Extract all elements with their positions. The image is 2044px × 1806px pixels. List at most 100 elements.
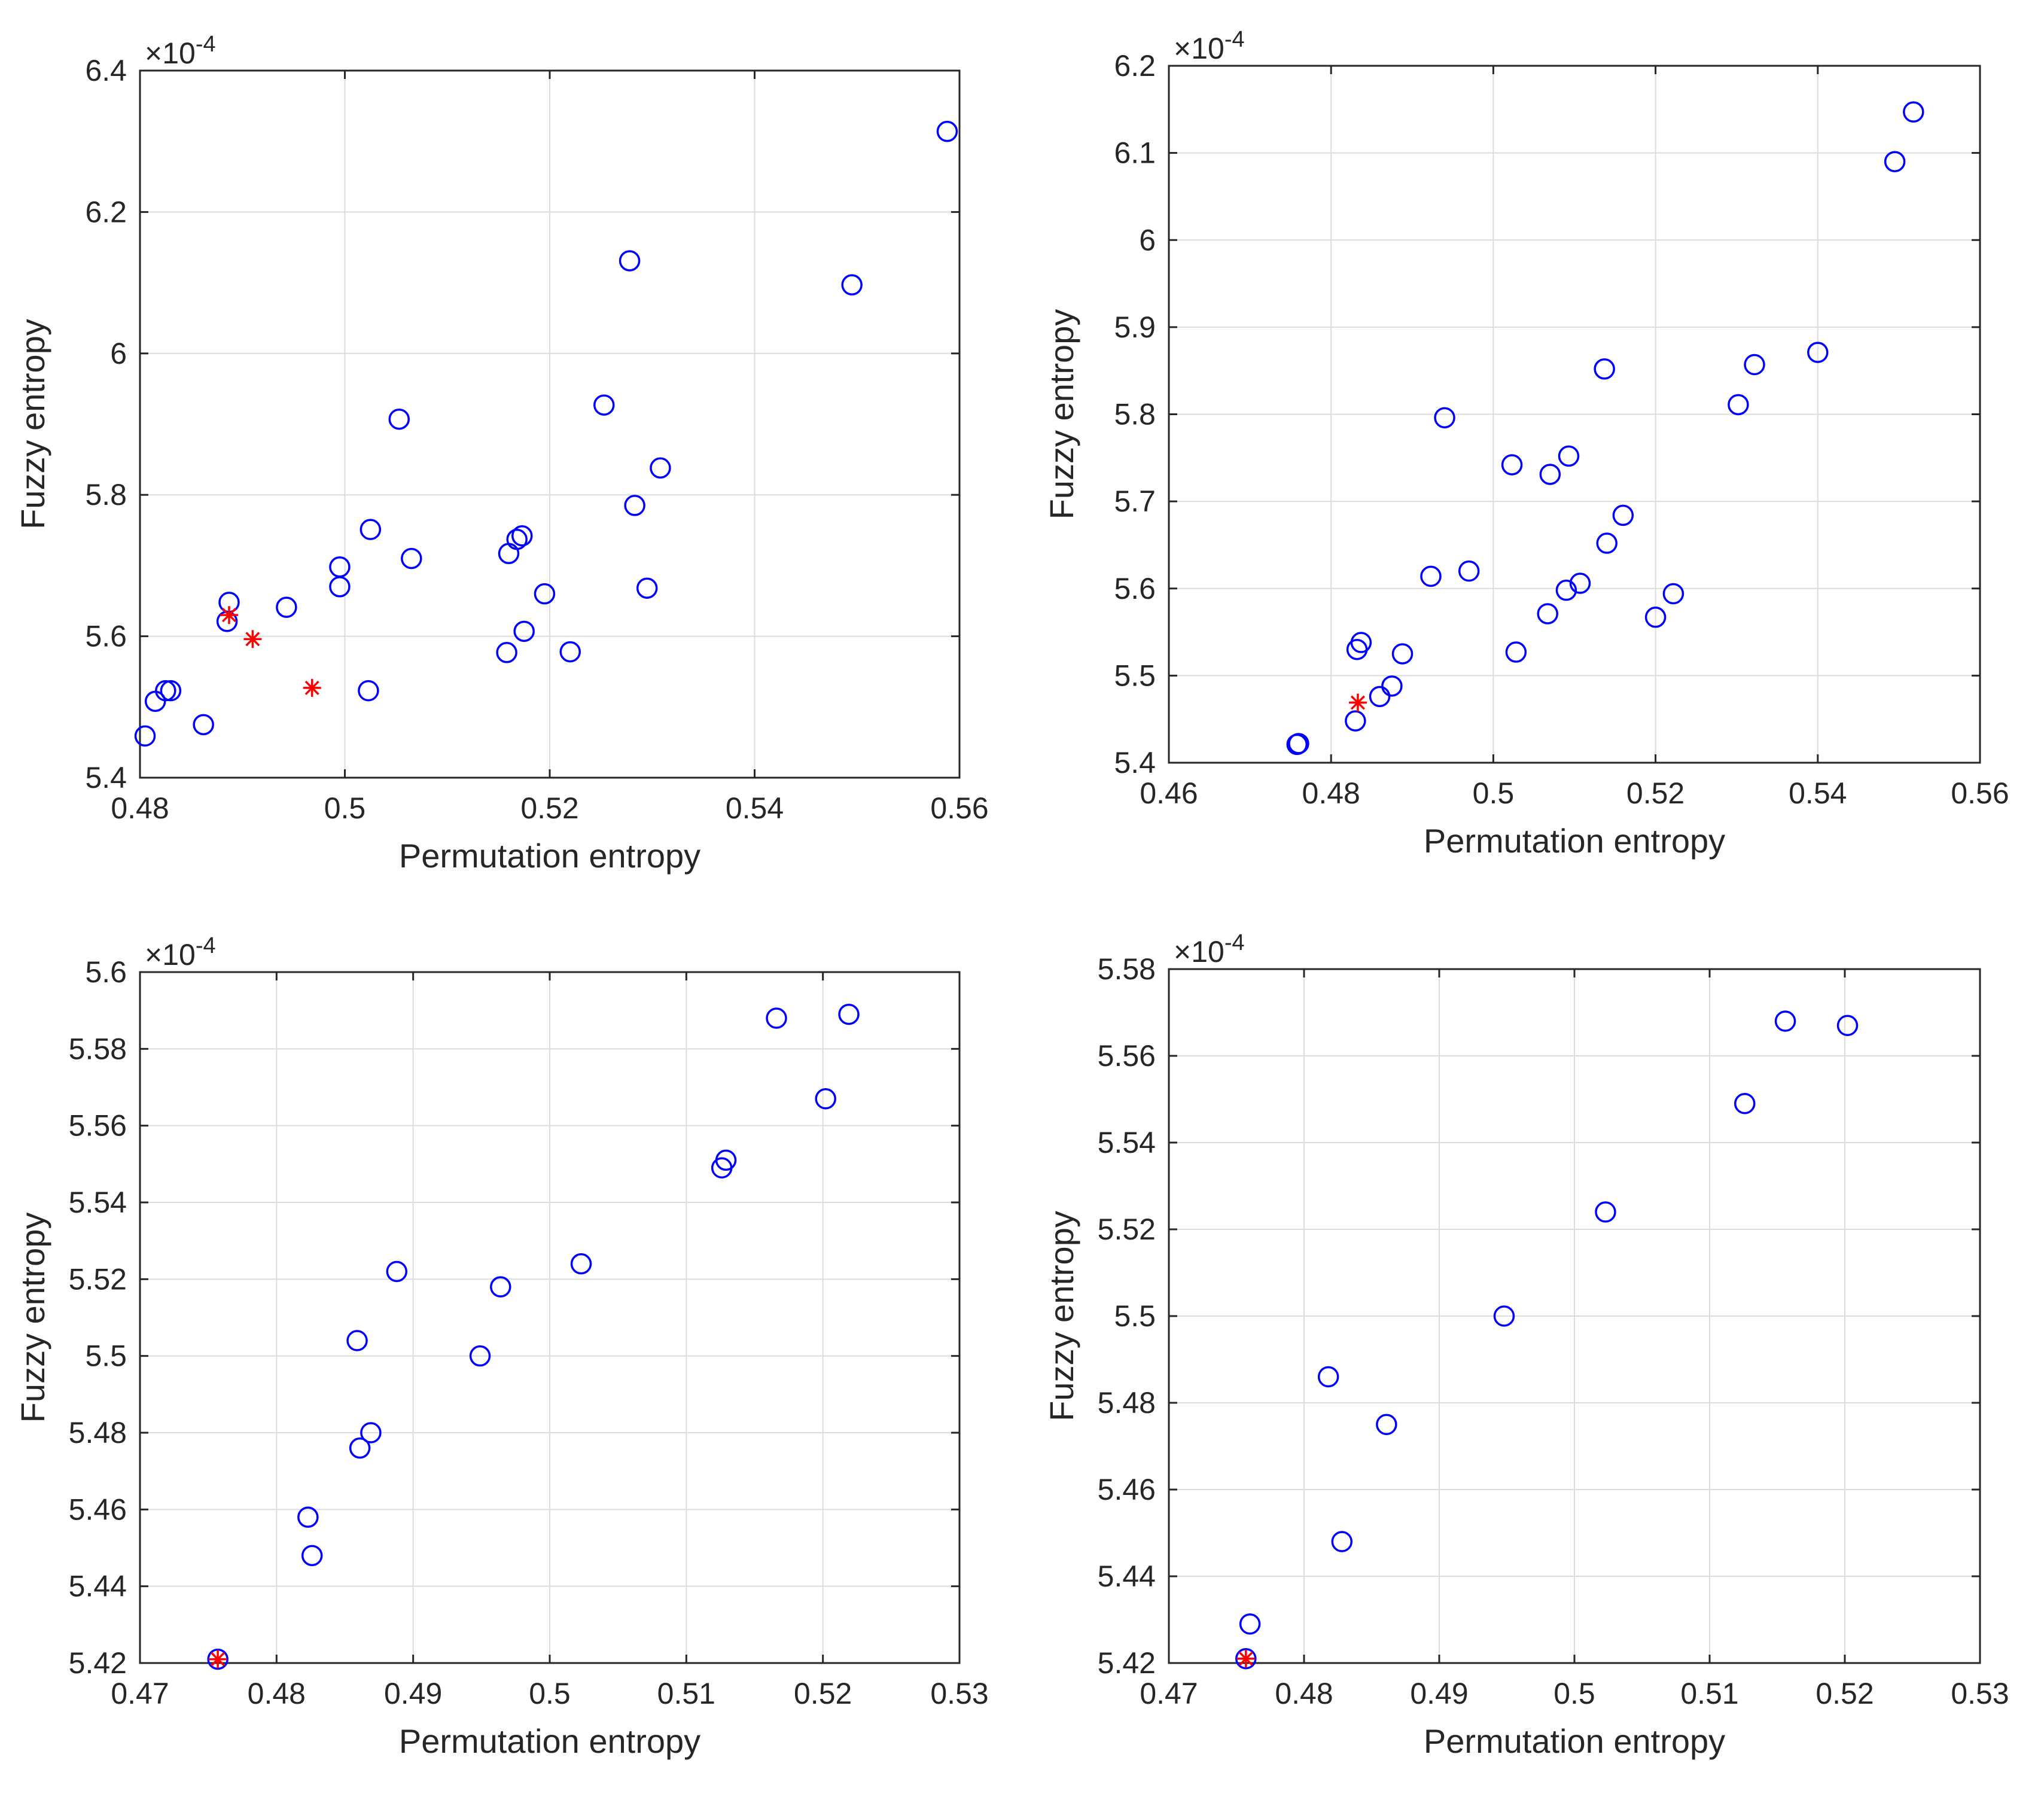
x-tick-label: 0.52	[1626, 776, 1684, 810]
data-point-circle	[1734, 1093, 1756, 1114]
data-point-circle	[593, 394, 615, 416]
x-tick-label: 0.53	[930, 1677, 988, 1710]
data-point-circle	[636, 577, 658, 599]
data-point-star	[220, 606, 238, 625]
y-exponent-label: ×10-4	[145, 32, 216, 70]
y-tick-label: 5.56	[69, 1109, 127, 1143]
data-point-circle	[838, 1003, 860, 1025]
data-point-circle	[715, 1149, 737, 1171]
y-tick-label: 5.4	[85, 761, 127, 794]
data-point-circle	[388, 408, 410, 430]
data-point-circle	[1391, 643, 1414, 665]
x-tick-label: 0.54	[1789, 776, 1847, 810]
data-point-circle	[297, 1506, 319, 1528]
data-point-star	[1236, 1649, 1255, 1668]
y-tick-label: 5.58	[1098, 952, 1156, 986]
data-point-circle	[358, 680, 379, 702]
x-tick-label: 0.51	[1680, 1677, 1738, 1710]
x-tick-label: 0.49	[384, 1677, 442, 1710]
x-tick-label: 0.47	[1140, 1677, 1198, 1710]
subplot-4: 0.47 0.48 0.49 0.5 0.51 0.52 0.53 5.42 5.44 5.46 5…	[1043, 930, 2009, 1760]
x-tick-label: 0.48	[248, 1677, 306, 1710]
y-tick-label: 5.48	[1098, 1386, 1156, 1420]
data-point-circle	[1595, 1201, 1616, 1223]
y-exponent-label: ×10-4	[145, 933, 216, 971]
data-point-circle	[1331, 1531, 1353, 1552]
y-tick-label: 5.54	[69, 1186, 127, 1219]
x-axis-title: Permutation entropy	[399, 837, 700, 875]
x-tick-label: 0.56	[930, 791, 988, 825]
y-exponent-label: ×10-4	[1174, 27, 1245, 65]
x-tick-label: 0.54	[726, 791, 784, 825]
x-tick-label: 0.5	[1473, 776, 1515, 810]
y-tick-label: 5.6	[85, 620, 127, 653]
x-axis-title: Permutation entropy	[1424, 822, 1725, 860]
x-tick-label: 0.52	[1815, 1677, 1874, 1710]
y-tick-label: 6.2	[1114, 49, 1156, 83]
data-point-circle	[570, 1253, 592, 1275]
y-tick-label: 5.6	[85, 955, 127, 989]
data-point-circle	[276, 596, 297, 618]
data-point-star	[243, 630, 262, 648]
y-tick-label: 5.52	[69, 1262, 127, 1296]
series-circles	[207, 1003, 860, 1670]
data-point-circle	[506, 528, 528, 550]
x-tick-label: 0.56	[1951, 776, 2009, 810]
series-circles	[1235, 1010, 1859, 1670]
series-circles	[134, 120, 958, 747]
data-point-circle	[490, 1276, 511, 1298]
data-point-circle	[193, 714, 214, 736]
data-point-circle	[1594, 358, 1615, 380]
x-tick-label: 0.48	[111, 791, 169, 825]
data-point-circle	[1558, 445, 1580, 467]
y-tick-label: 5.8	[1114, 398, 1156, 431]
data-point-circle	[1744, 354, 1765, 376]
data-point-circle	[1458, 560, 1480, 582]
x-axis-title: Permutation entropy	[1424, 1722, 1725, 1760]
data-point-circle	[1644, 607, 1667, 628]
y-axis-title: Fuzzy entropy	[1043, 1211, 1080, 1421]
x-tick-label: 0.52	[520, 791, 578, 825]
data-point-circle	[160, 680, 182, 702]
y-tick-label: 5.58	[69, 1032, 127, 1065]
data-point-circle	[1884, 151, 1906, 172]
data-point-circle	[155, 680, 176, 702]
data-point-circle	[1807, 342, 1829, 363]
y-tick-label: 5.7	[1114, 485, 1156, 518]
x-tick-label: 0.53	[1951, 1677, 2009, 1710]
x-tick-label: 0.5	[1553, 1677, 1595, 1710]
y-tick-label: 5.46	[69, 1493, 127, 1526]
y-tick-label: 5.42	[1098, 1646, 1156, 1680]
data-point-circle	[650, 457, 671, 479]
data-point-circle	[815, 1088, 836, 1110]
data-point-circle	[1903, 101, 1924, 123]
subplot-2: 0.46 0.48 0.5 0.52 0.54 0.56 5.4 5.5 5.6 5.7 5.8 5.…	[1043, 27, 2009, 860]
data-point-circle	[207, 1648, 229, 1670]
y-axis-title: Fuzzy entropy	[14, 319, 51, 529]
y-tick-label: 5.42	[69, 1646, 127, 1680]
y-tick-label: 5.56	[1098, 1039, 1156, 1073]
data-point-circle	[469, 1345, 491, 1367]
data-point-circle	[1728, 394, 1749, 416]
x-tick-label: 0.5	[324, 791, 366, 825]
data-point-circle	[386, 1260, 408, 1283]
data-point-circle	[301, 1545, 323, 1567]
data-point-circle	[1555, 579, 1577, 601]
y-tick-label: 6	[1139, 223, 1156, 257]
y-tick-label: 6.2	[85, 195, 127, 229]
data-point-circle	[346, 1330, 368, 1351]
x-tick-label: 0.5	[529, 1677, 571, 1710]
y-tick-label: 5.8	[85, 478, 127, 511]
data-point-circle	[360, 519, 382, 540]
y-tick-label: 5.4	[1114, 746, 1156, 779]
y-axis-title: Fuzzy entropy	[1043, 309, 1080, 520]
y-tick-label: 5.52	[1098, 1213, 1156, 1246]
x-tick-label: 0.46	[1140, 776, 1198, 810]
series-circles	[1286, 101, 1924, 756]
data-point-circle	[329, 556, 351, 578]
data-point-circle	[1434, 407, 1455, 429]
data-point-circle	[624, 495, 645, 516]
x-tick-label: 0.49	[1410, 1677, 1468, 1710]
y-tick-label: 5.48	[69, 1416, 127, 1449]
x-tick-label: 0.47	[111, 1677, 169, 1710]
